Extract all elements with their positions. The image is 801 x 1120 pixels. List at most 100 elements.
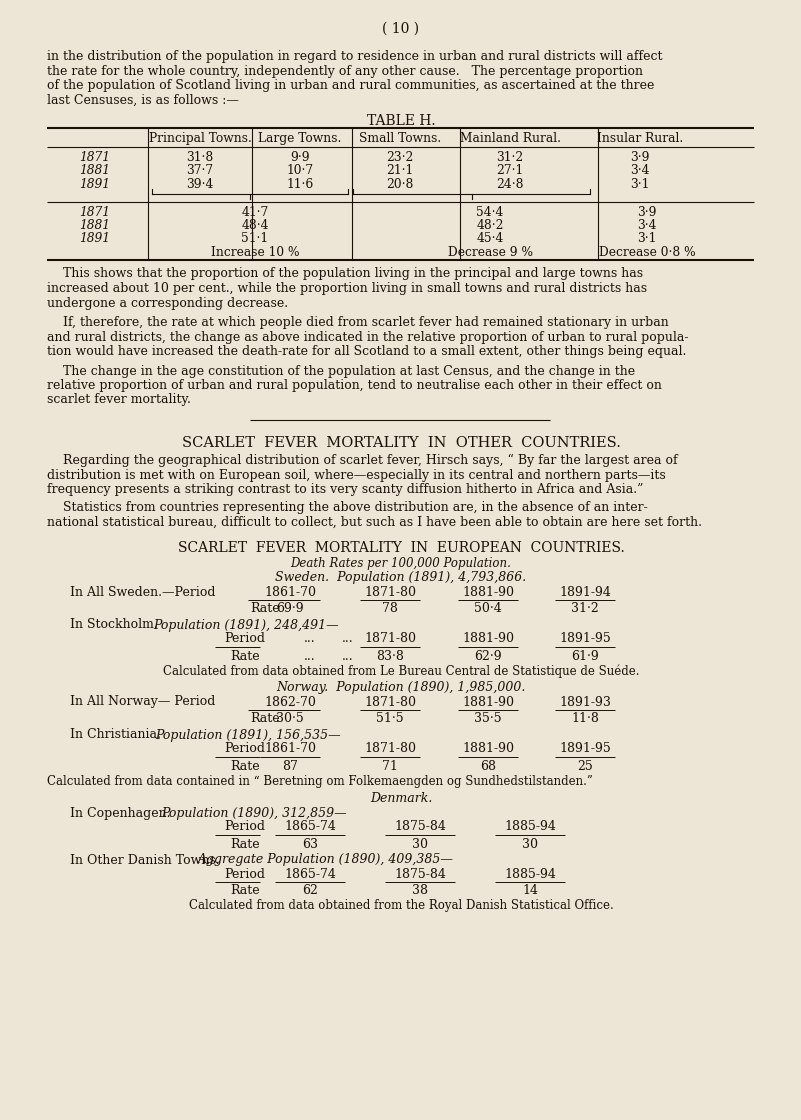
Text: the rate for the whole country, independently of any other cause.   The percenta: the rate for the whole country, independ…	[47, 65, 643, 77]
Text: 1881-90: 1881-90	[462, 743, 514, 756]
Text: 68: 68	[480, 759, 496, 773]
Text: Rate: Rate	[250, 712, 280, 726]
Text: Small Towns.: Small Towns.	[359, 132, 441, 144]
Text: Death Rates per 100,000 Population.: Death Rates per 100,000 Population.	[291, 557, 511, 569]
Text: Calculated from data contained in “ Beretning om Folkemaengden og Sundhedstilsta: Calculated from data contained in “ Bere…	[47, 775, 593, 787]
Text: In Other Danish Towns.: In Other Danish Towns.	[70, 853, 219, 867]
Text: relative proportion of urban and rural population, tend to neutralise each other: relative proportion of urban and rural p…	[47, 379, 662, 392]
Text: increased about 10 per cent., while the proportion living in small towns and rur: increased about 10 per cent., while the …	[47, 282, 647, 295]
Text: 38: 38	[412, 885, 428, 897]
Text: Rate: Rate	[230, 759, 260, 773]
Text: In All Sweden.—Period: In All Sweden.—Period	[70, 586, 215, 598]
Text: 71: 71	[382, 759, 398, 773]
Text: 41·7: 41·7	[241, 205, 268, 218]
Text: 10·7: 10·7	[287, 165, 313, 177]
Text: 39·4: 39·4	[187, 178, 214, 192]
Text: 1865-74: 1865-74	[284, 821, 336, 833]
Text: 11·6: 11·6	[287, 178, 314, 192]
Text: tion would have increased the death-rate for all Scotland to a small extent, oth: tion would have increased the death-rate…	[47, 345, 686, 358]
Text: 14: 14	[522, 885, 538, 897]
Text: Calculated from data obtained from Le Bureau Central de Statistique de Suéde.: Calculated from data obtained from Le Bu…	[163, 664, 639, 678]
Text: 24·8: 24·8	[497, 178, 524, 192]
Text: Population (1891), 248,491—: Population (1891), 248,491—	[153, 618, 339, 632]
Text: 25: 25	[578, 759, 593, 773]
Text: 63: 63	[302, 838, 318, 850]
Text: in the distribution of the population in regard to residence in urban and rural : in the distribution of the population in…	[47, 50, 662, 63]
Text: In Copenhagen.: In Copenhagen.	[70, 806, 171, 820]
Text: frequency presents a striking contrast to its very scanty diffusion hitherto in : frequency presents a striking contrast t…	[47, 483, 643, 496]
Text: 1885-94: 1885-94	[504, 868, 556, 880]
Text: 1861-70: 1861-70	[264, 586, 316, 598]
Text: 87: 87	[282, 759, 298, 773]
Text: Principal Towns.: Principal Towns.	[148, 132, 252, 144]
Text: Mainland Rural.: Mainland Rural.	[460, 132, 561, 144]
Text: 1891-95: 1891-95	[559, 633, 611, 645]
Text: 54·4: 54·4	[477, 205, 504, 218]
Text: ...: ...	[342, 633, 354, 645]
Text: 1885-94: 1885-94	[504, 821, 556, 833]
Text: Rate: Rate	[230, 650, 260, 663]
Text: 3·1: 3·1	[630, 178, 650, 192]
Text: distribution is met with on European soil, where—especially in its central and n: distribution is met with on European soi…	[47, 468, 666, 482]
Text: 11·8: 11·8	[571, 712, 599, 726]
Text: 1871-80: 1871-80	[364, 743, 416, 756]
Text: scarlet fever mortality.: scarlet fever mortality.	[47, 393, 191, 407]
Text: Period: Period	[224, 633, 265, 645]
Text: 62·9: 62·9	[474, 650, 501, 663]
Text: 1861-70: 1861-70	[264, 743, 316, 756]
Text: In Stockholm.: In Stockholm.	[70, 618, 158, 632]
Text: 45·4: 45·4	[477, 233, 504, 245]
Text: 1862-70: 1862-70	[264, 696, 316, 709]
Text: If, therefore, the rate at which people died from scarlet fever had remained sta: If, therefore, the rate at which people …	[47, 316, 669, 329]
Text: Insular Rural.: Insular Rural.	[597, 132, 683, 144]
Text: Denmark.: Denmark.	[370, 793, 433, 805]
Text: 20·8: 20·8	[386, 178, 413, 192]
Text: 1871-80: 1871-80	[364, 586, 416, 598]
Text: Aggregate Population (1890), 409,385—: Aggregate Population (1890), 409,385—	[198, 853, 454, 867]
Text: 21·1: 21·1	[386, 165, 413, 177]
Text: last Censuses, is as follows :—: last Censuses, is as follows :—	[47, 93, 239, 106]
Text: Population (1890), 312,859—: Population (1890), 312,859—	[161, 806, 347, 820]
Text: 1891-93: 1891-93	[559, 696, 611, 709]
Text: In All Norway— Period: In All Norway— Period	[70, 696, 215, 709]
Text: Decrease 0·8 %: Decrease 0·8 %	[598, 246, 695, 259]
Text: 1871: 1871	[79, 151, 111, 164]
Text: 30: 30	[522, 838, 538, 850]
Text: 1871-80: 1871-80	[364, 633, 416, 645]
Text: 37·7: 37·7	[187, 165, 214, 177]
Text: SCARLET  FEVER  MORTALITY  IN  EUROPEAN  COUNTRIES.: SCARLET FEVER MORTALITY IN EUROPEAN COUN…	[178, 541, 624, 554]
Text: 1871: 1871	[79, 205, 111, 218]
Text: 1881-90: 1881-90	[462, 696, 514, 709]
Text: undergone a corresponding decrease.: undergone a corresponding decrease.	[47, 297, 288, 309]
Text: 1881: 1881	[79, 165, 111, 177]
Text: TABLE H.: TABLE H.	[367, 114, 435, 128]
Text: Calculated from data obtained from the Royal Danish Statistical Office.: Calculated from data obtained from the R…	[188, 899, 614, 913]
Text: Population (1891), 156,535—: Population (1891), 156,535—	[155, 728, 340, 741]
Text: Period: Period	[224, 868, 265, 880]
Text: 1891: 1891	[79, 233, 111, 245]
Text: 1881-90: 1881-90	[462, 633, 514, 645]
Text: 48·4: 48·4	[241, 220, 269, 232]
Text: 9·9: 9·9	[290, 151, 310, 164]
Text: ...: ...	[304, 650, 316, 663]
Text: 1875-84: 1875-84	[394, 821, 446, 833]
Text: 1875-84: 1875-84	[394, 868, 446, 880]
Text: 31·2: 31·2	[497, 151, 524, 164]
Text: 3·1: 3·1	[638, 233, 657, 245]
Text: 31·2: 31·2	[571, 603, 599, 616]
Text: Norway.  Population (1890), 1,985,000.: Norway. Population (1890), 1,985,000.	[276, 681, 525, 693]
Text: Sweden.  Population (1891), 4,793,866.: Sweden. Population (1891), 4,793,866.	[276, 570, 526, 584]
Text: 51·5: 51·5	[376, 712, 404, 726]
Text: Period: Period	[224, 743, 265, 756]
Text: Rate: Rate	[250, 603, 280, 616]
Text: Increase 10 %: Increase 10 %	[211, 246, 300, 259]
Text: 3·9: 3·9	[638, 205, 657, 218]
Text: 69·9: 69·9	[276, 603, 304, 616]
Text: 62: 62	[302, 885, 318, 897]
Text: 3·9: 3·9	[630, 151, 650, 164]
Text: 1871-80: 1871-80	[364, 696, 416, 709]
Text: The change in the age constitution of the population at last Census, and the cha: The change in the age constitution of th…	[47, 364, 635, 377]
Text: 50·4: 50·4	[474, 603, 502, 616]
Text: 51·1: 51·1	[241, 233, 268, 245]
Text: 61·9: 61·9	[571, 650, 599, 663]
